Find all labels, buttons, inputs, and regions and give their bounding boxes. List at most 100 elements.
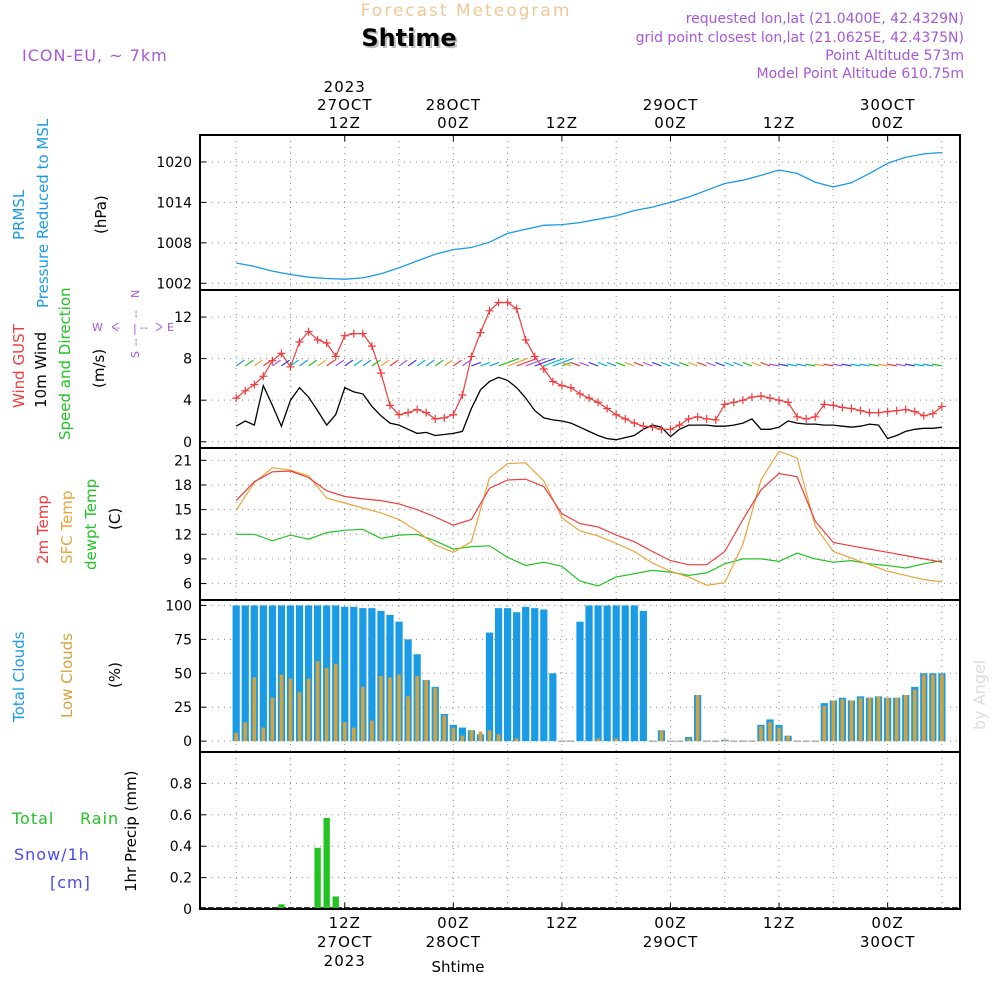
low-cloud-bar [840,699,845,742]
gust-marker [675,421,684,430]
gust-marker [738,396,747,405]
wind-direction-arrow [913,363,924,367]
gust-marker [376,369,385,378]
gust-marker [548,377,557,386]
compass-arrow-w [111,322,119,332]
low-cloud-bar [288,678,293,742]
wind-direction-arrow [724,361,735,367]
wind-direction-arrow [507,357,529,367]
total-cloud-bar [513,612,521,742]
wind-direction-arrow [335,359,345,367]
pressure-ytick-label: 1008 [156,236,192,252]
total-cloud-bar [585,605,593,742]
cloud-labels: Total Clouds Low Clouds (%) [10,631,124,723]
gust-marker [512,304,521,313]
wind-direction-arrow [308,359,318,367]
gust-marker [910,407,919,416]
wind-direction-arrow [570,361,581,367]
low-cloud-bar [342,722,347,742]
total-cloud-bar [485,632,494,742]
wind-ytick-label: 12 [174,310,192,326]
wind-gust-label: Wind GUST [10,323,28,408]
gust-marker [829,401,838,410]
wind-direction-arrow [688,361,698,367]
wind-direction-arrow [561,361,572,367]
wind-direction-arrow [633,361,644,367]
precip-unit: 1hr Precip (mm) [122,771,140,892]
gust-marker [684,414,693,423]
total-cloud-bar [531,608,539,742]
total-cloud-bar [549,673,557,742]
low-cloud-bar [397,674,401,742]
pressure-line [236,151,942,280]
compass-dash-s: -- [129,338,142,346]
point-altitude: Point Altitude 573m [825,48,964,64]
temp-unit: (C) [106,508,124,530]
gust-marker [802,414,811,423]
total-cloud-bar [232,605,240,742]
gust-marker [585,394,594,403]
low-cloud-bar [894,697,899,742]
wind-direction-arrow [443,359,453,367]
grid-point-coords: grid point closest lon,lat (21.0625E, 42… [636,30,964,46]
total-clouds-label: Total Clouds [10,631,28,723]
gust-marker [322,339,331,348]
temp-dewpt-label: dewpt Temp [82,479,100,570]
clouds-ytick-label: 25 [174,700,192,716]
total-cloud-bar [286,605,295,742]
time-label: 12Z [763,114,795,132]
temp-ytick-label: 6 [183,577,192,593]
gust-marker [603,404,612,413]
precip-ytick-label: 0.2 [170,871,192,887]
wind-direction-arrow [895,363,906,367]
wind-direction-arrow [480,361,491,367]
gust-marker [367,342,376,351]
gust-marker [449,410,458,419]
temp-ytick-label: 15 [174,503,192,519]
wind-direction-arrow [742,361,753,367]
low-cloud-bar [388,677,392,742]
low-cloud-bar [940,674,944,742]
faded-title: Forecast Meteogram [361,1,572,21]
gust-marker [621,414,630,423]
precip-ytick-label: 0 [183,902,192,918]
wind-direction-arrow [841,363,852,367]
gust-marker [883,407,892,416]
wind-direction-arrow [868,363,879,367]
gust-marker [566,383,575,392]
low-cloud-bar [333,663,338,742]
clouds-ytick-label: 75 [174,632,192,648]
wind-frame [199,289,961,449]
wind-direction-arrow [534,357,556,367]
compass-center: | [133,322,137,335]
wind-direction-arrow [651,361,662,367]
low-cloud-bar [279,674,284,742]
low-clouds-label: Low Clouds [58,633,76,718]
total-cloud-bar [576,621,584,742]
gust-marker [720,400,729,409]
time-label: 00Z [654,114,686,132]
location-shadow: Shtime [363,26,458,54]
wind-direction-arrow [253,359,263,367]
low-cloud-bar [424,680,428,742]
gust-marker [901,405,910,414]
low-cloud-bar [903,695,908,742]
gust-marker [865,408,874,417]
wind-direction-arrow [434,359,444,367]
time-label: 12Z [329,914,361,932]
wind-direction-arrow [552,357,574,367]
bottom-location-label: Shtime [432,958,485,976]
rain-bar [278,904,285,909]
clouds-panel: 0 25 50 75 100 [165,598,961,753]
time-label: 27OCT [317,933,373,951]
low-cloud-bar [659,730,664,742]
time-label: 27OCT [317,96,373,114]
total-cloud-bar [404,639,412,742]
low-cloud-bar [370,720,374,742]
gust-marker [521,335,530,344]
low-cloud-bar [451,727,456,742]
low-cloud-bar [722,739,727,742]
time-label: 30OCT [860,933,916,951]
gust-marker [928,409,937,418]
